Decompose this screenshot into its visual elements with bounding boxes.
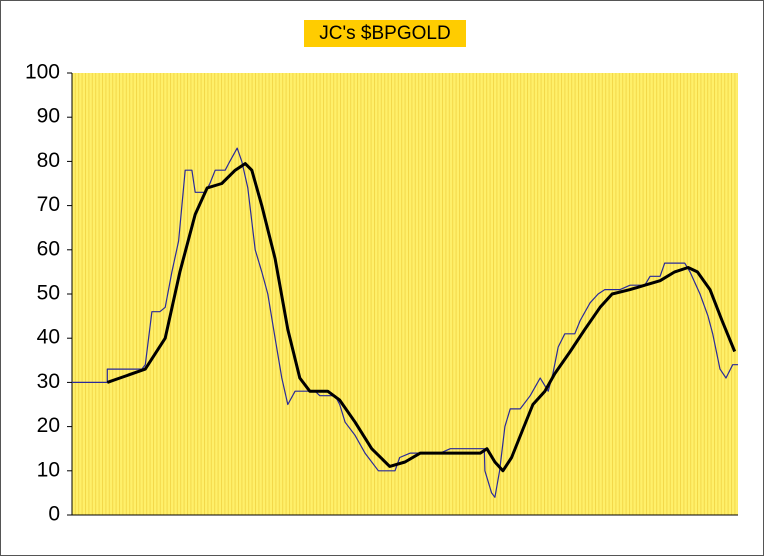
y-tick-label: 10 xyxy=(37,458,60,481)
y-tick-label: 20 xyxy=(37,414,60,437)
plot-area xyxy=(72,73,738,515)
series-line xyxy=(106,162,737,473)
y-tick-label: 100 xyxy=(25,61,60,84)
y-tick-label: 50 xyxy=(37,282,60,305)
y-tick-label: 60 xyxy=(37,237,60,260)
y-tick-label: 40 xyxy=(37,326,60,349)
title-box xyxy=(304,20,466,47)
chart-title: JC's $BPGOLD xyxy=(319,23,450,44)
y-tick-label: 70 xyxy=(37,193,60,216)
y-tick-label: 80 xyxy=(37,149,60,172)
y-tick-label: 0 xyxy=(48,503,60,526)
series-line xyxy=(72,147,738,498)
y-tick-label: 30 xyxy=(37,370,60,393)
y-tick-label: 90 xyxy=(37,105,60,128)
